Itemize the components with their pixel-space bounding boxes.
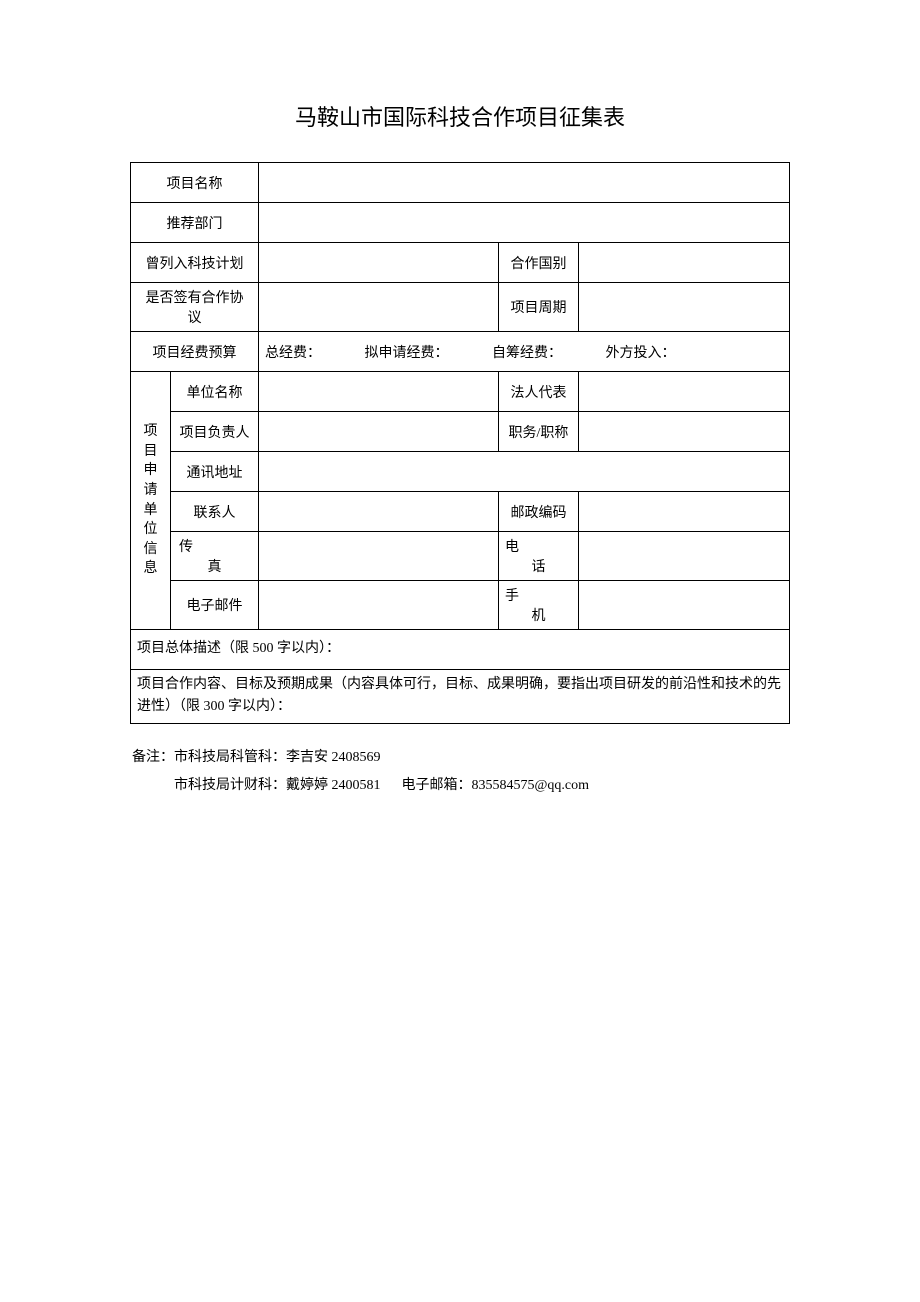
footer-line2b-value: 835584575@qq.com (472, 778, 590, 793)
value-email[interactable] (259, 581, 499, 630)
label-budget-total: 总经费： (265, 346, 321, 361)
value-partner-country[interactable] (579, 243, 790, 283)
label-mobile-l1: 手 (505, 589, 519, 604)
desc1-cell[interactable]: 项目总体描述（限 500 字以内）： (131, 630, 790, 670)
label-has-agreement-l2: 议 (188, 311, 202, 326)
label-budget-self: 自筹经费： (492, 346, 562, 361)
label-mobile: 手 机 (499, 581, 579, 630)
label-budget-foreign: 外方投入： (606, 346, 676, 361)
label-recommending-dept: 推荐部门 (131, 203, 259, 243)
label-budget: 项目经费预算 (131, 332, 259, 372)
footer-prefix: 备注： (132, 750, 174, 765)
footer-line1: 备注：市科技局科管科：李吉安 2408569 (132, 744, 790, 772)
value-project-lead[interactable] (259, 412, 499, 452)
label-has-agreement-l1: 是否签有合作协 (146, 291, 244, 306)
value-listed-plan[interactable] (259, 243, 499, 283)
label-phone-l2: 话 (532, 560, 546, 575)
label-phone: 电 话 (499, 532, 579, 581)
label-desc2: 项目合作内容、目标及预期成果（内容具体可行，目标、成果明确，要指出项目研发的前沿… (137, 677, 781, 714)
label-fax-l2: 真 (208, 560, 222, 575)
label-applicant-l1: 项目 (144, 424, 158, 459)
label-org-name: 单位名称 (171, 372, 259, 412)
value-title-position[interactable] (579, 412, 790, 452)
value-budget[interactable]: 总经费： 拟申请经费： 自筹经费： 外方投入： (259, 332, 790, 372)
value-postal-code[interactable] (579, 492, 790, 532)
label-applicant-l4: 信息 (144, 542, 158, 577)
value-phone[interactable] (579, 532, 790, 581)
page-title: 马鞍山市国际科技合作项目征集表 (130, 100, 790, 132)
footer-line2: 市科技局计财科：戴婷婷 2400581 电子邮箱：835584575@qq.co… (132, 772, 790, 800)
value-project-period[interactable] (579, 283, 790, 332)
label-budget-apply: 拟申请经费： (365, 346, 449, 361)
label-has-agreement: 是否签有合作协 议 (131, 283, 259, 332)
value-legal-rep[interactable] (579, 372, 790, 412)
label-mobile-l2: 机 (532, 609, 546, 624)
label-project-period: 项目周期 (499, 283, 579, 332)
label-project-name: 项目名称 (131, 163, 259, 203)
label-partner-country: 合作国别 (499, 243, 579, 283)
value-recommending-dept[interactable] (259, 203, 790, 243)
label-fax-l1: 传 (179, 536, 193, 556)
value-mobile[interactable] (579, 581, 790, 630)
label-applicant-l3: 单位 (144, 503, 158, 538)
value-org-name[interactable] (259, 372, 499, 412)
label-applicant-section: 项目 申请 单位 信息 (131, 372, 171, 630)
label-desc1: 项目总体描述（限 500 字以内）： (137, 641, 340, 656)
label-postal-code: 邮政编码 (499, 492, 579, 532)
form-table: 项目名称 推荐部门 曾列入科技计划 合作国别 是否签有合作协 议 项目周期 项目… (130, 162, 790, 724)
label-fax: 传 真 (171, 532, 259, 581)
label-listed-plan: 曾列入科技计划 (131, 243, 259, 283)
footer-line2a: 市科技局计财科：戴婷婷 2400581 (174, 778, 381, 793)
footer-line1-text: 市科技局科管科：李吉安 2408569 (174, 750, 381, 765)
label-project-lead: 项目负责人 (171, 412, 259, 452)
value-contact-person[interactable] (259, 492, 499, 532)
value-address[interactable] (259, 452, 790, 492)
label-phone-l1: 电 (505, 540, 519, 555)
label-contact-person: 联系人 (171, 492, 259, 532)
value-project-name[interactable] (259, 163, 790, 203)
value-fax[interactable] (259, 532, 499, 581)
footer-note: 备注：市科技局科管科：李吉安 2408569 市科技局计财科：戴婷婷 24005… (130, 744, 790, 800)
label-title-position: 职务/职称 (499, 412, 579, 452)
label-address: 通讯地址 (171, 452, 259, 492)
value-has-agreement[interactable] (259, 283, 499, 332)
footer-line2b-label: 电子邮箱： (402, 778, 472, 793)
label-legal-rep: 法人代表 (499, 372, 579, 412)
label-applicant-l2: 申请 (144, 463, 158, 498)
desc2-cell[interactable]: 项目合作内容、目标及预期成果（内容具体可行，目标、成果明确，要指出项目研发的前沿… (131, 670, 790, 724)
label-email: 电子邮件 (171, 581, 259, 630)
